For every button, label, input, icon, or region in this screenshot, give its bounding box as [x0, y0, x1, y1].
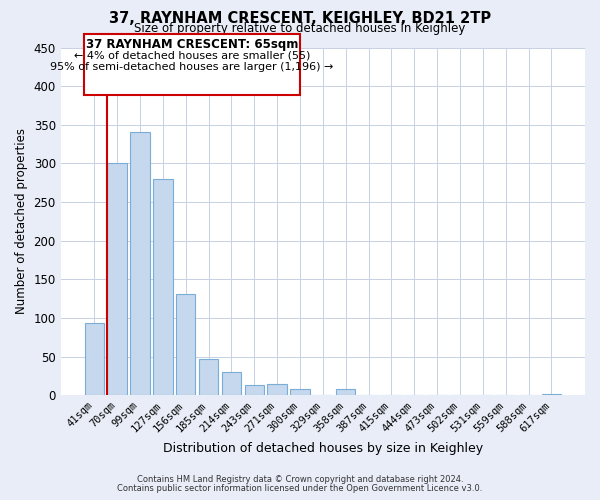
X-axis label: Distribution of detached houses by size in Keighley: Distribution of detached houses by size …: [163, 442, 483, 455]
Bar: [176, 294, 196, 395]
Y-axis label: Number of detached properties: Number of detached properties: [15, 128, 28, 314]
Bar: [221, 372, 241, 395]
Text: Size of property relative to detached houses in Keighley: Size of property relative to detached ho…: [134, 22, 466, 35]
Bar: [107, 162, 127, 395]
Bar: [85, 324, 104, 395]
Text: 37 RAYNHAM CRESCENT: 65sqm: 37 RAYNHAM CRESCENT: 65sqm: [86, 38, 298, 51]
Bar: [336, 389, 355, 395]
Text: 37, RAYNHAM CRESCENT, KEIGHLEY, BD21 2TP: 37, RAYNHAM CRESCENT, KEIGHLEY, BD21 2TP: [109, 11, 491, 26]
Bar: [245, 385, 264, 395]
Text: 95% of semi-detached houses are larger (1,196) →: 95% of semi-detached houses are larger (…: [50, 62, 334, 72]
Bar: [153, 179, 173, 395]
Bar: [542, 394, 561, 395]
Bar: [130, 132, 149, 395]
Text: Contains public sector information licensed under the Open Government Licence v3: Contains public sector information licen…: [118, 484, 482, 493]
Bar: [268, 384, 287, 395]
Bar: [199, 359, 218, 395]
Text: ← 4% of detached houses are smaller (55): ← 4% of detached houses are smaller (55): [74, 50, 310, 60]
Bar: [290, 389, 310, 395]
Text: Contains HM Land Registry data © Crown copyright and database right 2024.: Contains HM Land Registry data © Crown c…: [137, 475, 463, 484]
